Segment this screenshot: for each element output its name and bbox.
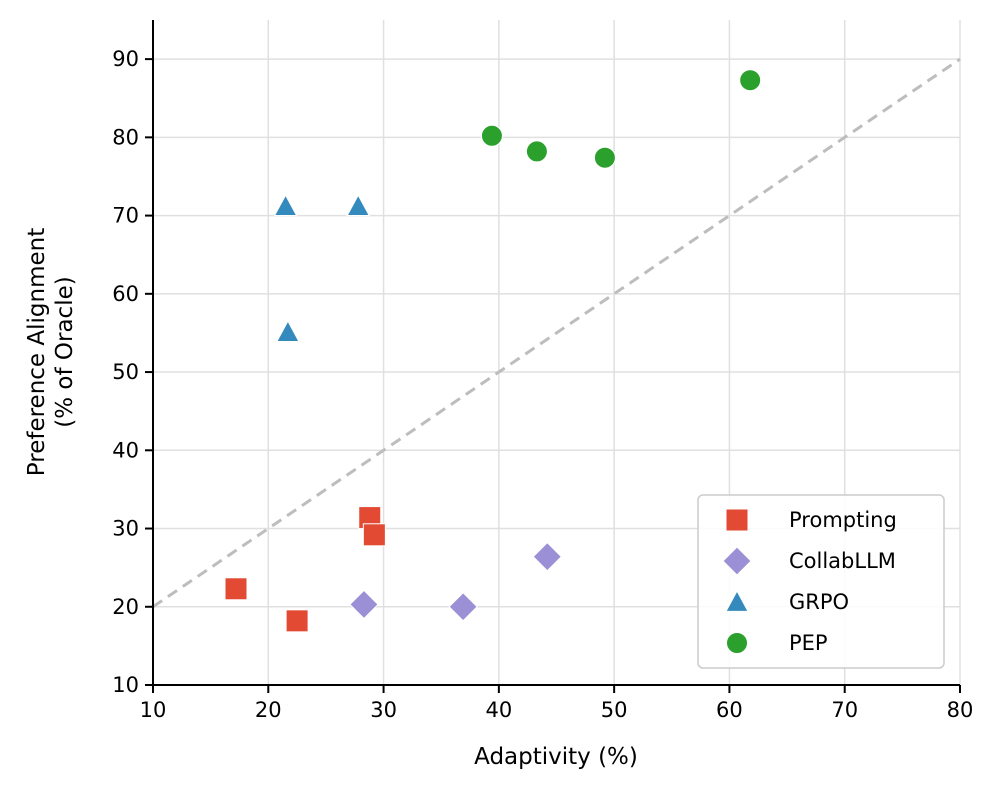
- collabllm-point-marker: [532, 541, 562, 572]
- y-axis-title-line-2: (% of Oracle): [52, 276, 78, 427]
- x-tick-label: 50: [601, 698, 628, 722]
- y-tick-label: 90: [112, 47, 139, 71]
- legend-collabllm-marker: [722, 546, 752, 576]
- x-tick-label: 60: [716, 698, 743, 722]
- y-tick-label: 20: [112, 595, 139, 619]
- collabllm-point-marker: [448, 592, 478, 622]
- x-tick-label: 20: [255, 698, 282, 722]
- prompting-point-marker: [224, 577, 248, 601]
- legend-prompting-marker: [725, 508, 749, 532]
- legend-collabllm-label: CollabLLM: [789, 549, 896, 573]
- pep-point-marker: [593, 146, 616, 169]
- legend-pep-marker: [726, 632, 748, 654]
- y-tick-label: 70: [112, 204, 139, 228]
- axes: [152, 20, 960, 686]
- reference-diagonal-line: [152, 57, 961, 609]
- legend-grpo-label: GRPO: [789, 590, 849, 614]
- grpo-point-marker: [346, 194, 371, 217]
- prompting-point-marker: [285, 609, 309, 633]
- y-tick-label: 40: [112, 438, 139, 462]
- pep-point-marker: [739, 69, 762, 92]
- x-tick-label: 10: [140, 698, 167, 722]
- y-tick-label: 60: [112, 282, 139, 306]
- ticks: 10 20 30 40 50 60 70 80 10 20 30 40 50 60 70 80 90: [112, 47, 973, 722]
- grpo-point-marker: [276, 320, 300, 343]
- pep-point-marker: [525, 140, 548, 163]
- prompting-point-marker: [362, 523, 386, 547]
- x-tick-label: 30: [370, 698, 397, 722]
- legend-grpo-marker: [725, 589, 749, 612]
- x-tick-label: 80: [947, 698, 974, 722]
- grid: [153, 20, 961, 685]
- x-tick-label: 70: [831, 698, 858, 722]
- pep-point-marker: [480, 124, 503, 147]
- collabllm-point-marker: [349, 589, 379, 620]
- x-axis-title: Adaptivity (%): [474, 744, 638, 770]
- data-points: [224, 69, 762, 633]
- y-axis-title-line-1: Preference Alignment: [24, 228, 50, 476]
- legend-frame: [697, 494, 945, 669]
- legend: Prompting CollabLLM GRPO PEP: [697, 494, 945, 669]
- y-tick-label: 80: [112, 125, 139, 149]
- y-tick-label: 30: [112, 517, 139, 541]
- legend-prompting-label: Prompting: [789, 508, 897, 532]
- grpo-point-marker: [273, 194, 298, 217]
- legend-pep-label: PEP: [789, 631, 828, 655]
- x-tick-label: 40: [485, 698, 512, 722]
- y-tick-label: 50: [112, 360, 139, 384]
- y-tick-label: 10: [112, 673, 139, 697]
